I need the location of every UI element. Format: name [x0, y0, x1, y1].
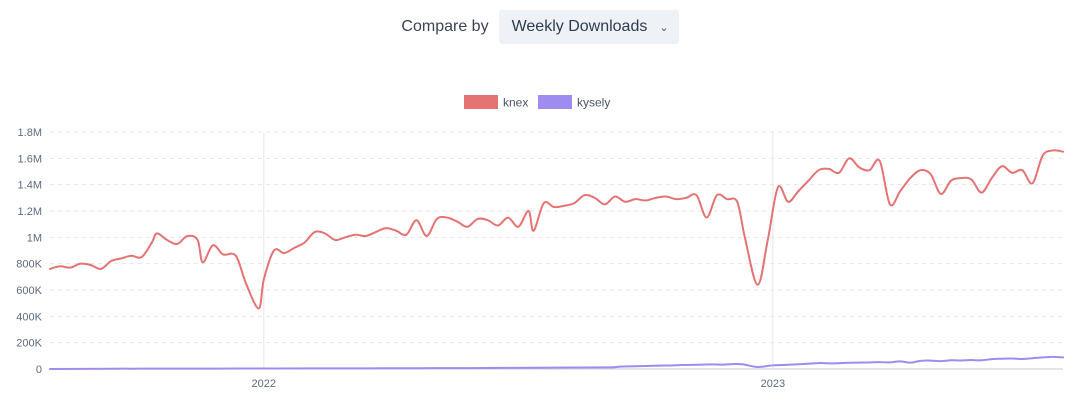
chart-series [49, 149, 1064, 370]
series-line-knex [49, 149, 1064, 310]
compare-by-label: Compare by [401, 18, 489, 35]
legend-swatch-kysely [538, 95, 572, 109]
x-tick-label: 2022 [252, 378, 276, 390]
compare-by-control: Compare by Weekly Downloads ⌄ [0, 10, 1080, 44]
y-axis: 0 200K 400K 600K 800K 1M 1.2M 1.4M 1.6M 1.8M [16, 127, 42, 376]
series-line-kysely [49, 355, 1064, 370]
y-tick-label: 1.2M [18, 206, 42, 218]
y-tick-label: 1M [27, 232, 42, 244]
chart-gridlines [50, 131, 1063, 370]
chart-legend: knex kysely [464, 95, 610, 110]
x-axis: 2022 2023 [252, 378, 786, 390]
y-tick-label: 1.8M [18, 127, 42, 139]
y-tick-label: 800K [16, 259, 42, 271]
y-tick-label: 600K [16, 285, 42, 297]
y-tick-label: 0 [36, 364, 42, 376]
x-tick-label: 2023 [761, 378, 785, 390]
chevron-down-icon: ⌄ [659, 21, 669, 34]
y-tick-label: 200K [16, 338, 42, 350]
y-tick-label: 1.6M [18, 153, 42, 165]
legend-label-kysely: kysely [577, 96, 610, 110]
compare-by-select-value: Weekly Downloads [511, 18, 648, 35]
y-tick-label: 1.4M [18, 180, 42, 192]
compare-by-select[interactable]: Weekly Downloads ⌄ [498, 10, 679, 44]
y-tick-label: 400K [16, 311, 42, 323]
legend-label-knex: knex [503, 96, 528, 110]
legend-swatch-knex [464, 95, 498, 109]
